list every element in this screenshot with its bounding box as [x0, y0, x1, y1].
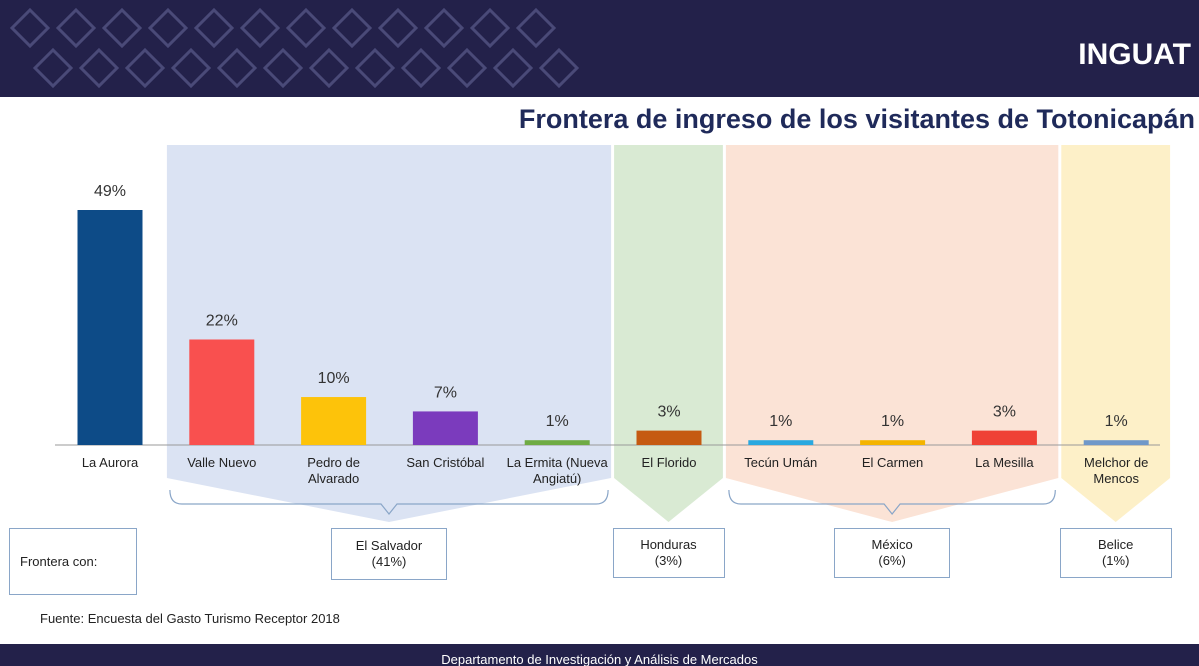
footer-bar: [0, 644, 1199, 666]
value-label: 1%: [546, 413, 569, 430]
group-bracket: [169, 489, 609, 515]
value-label: 3%: [657, 404, 680, 421]
pattern-diamond: [354, 47, 396, 89]
x-tick-label: El Florido: [641, 455, 697, 470]
group-box: Belice (1%): [1059, 528, 1172, 578]
pattern-diamond: [216, 47, 258, 89]
source: Fuente: Encuesta del Gasto Turismo Recep…: [40, 611, 340, 626]
group-name: México: [871, 537, 913, 552]
group-bracket: [728, 489, 1056, 515]
bar: [524, 440, 590, 445]
pattern-diamond: [308, 47, 350, 89]
value-label: 1%: [881, 413, 904, 430]
bar: [1083, 440, 1149, 445]
pattern-diamond: [492, 47, 534, 89]
pattern-diamond: [147, 7, 189, 49]
bar: [636, 430, 702, 445]
header-pattern: [9, 7, 580, 89]
bar: [77, 210, 143, 445]
group-box: El Salvador (41%): [331, 528, 447, 580]
chart-title: Frontera de ingreso de los visitantes de…: [518, 104, 1195, 134]
group-value: (6%): [878, 553, 906, 568]
footer-text: Departamento de Investigación y Análisis…: [441, 652, 758, 666]
logo: INGUAT: [1078, 38, 1191, 71]
pattern-diamond: [124, 47, 166, 89]
group-band: [166, 145, 612, 522]
x-tick-label: Tecún Umán: [744, 455, 818, 470]
group-name: Belice: [1097, 537, 1134, 552]
group-value: (1%): [1101, 553, 1130, 568]
value-label: 22%: [206, 312, 238, 329]
pattern-diamond: [423, 7, 465, 49]
pattern-diamond: [262, 47, 304, 89]
pattern-diamond: [469, 7, 511, 49]
bar: [189, 339, 255, 445]
pattern-diamond: [78, 47, 120, 89]
x-tick-label: San Cristóbal: [406, 455, 485, 470]
pattern-diamond: [101, 7, 143, 49]
pattern-diamond: [170, 47, 212, 89]
pattern-diamond: [285, 7, 327, 49]
x-tick-label: Pedro de Alvarado: [307, 455, 360, 486]
pattern-diamond: [32, 47, 74, 89]
bar: [301, 397, 367, 445]
group-band: [614, 145, 723, 522]
pattern-diamond: [538, 47, 580, 89]
x-tick-label: El Carmen: [861, 455, 924, 470]
value-label: 1%: [769, 413, 792, 430]
group-value: (41%): [371, 554, 407, 569]
value-label: 7%: [434, 384, 457, 401]
pattern-diamond: [55, 7, 97, 49]
pattern-diamond: [377, 7, 419, 49]
value-label: 3%: [993, 404, 1016, 421]
pattern-diamond: [239, 7, 281, 49]
value-label: 10%: [318, 370, 350, 387]
x-tick-label: Melchor de Mencos: [1084, 455, 1149, 486]
pattern-diamond: [331, 7, 373, 49]
group-band: [1061, 145, 1171, 522]
pattern-diamond: [9, 7, 51, 49]
x-tick-label: Valle Nuevo: [187, 455, 257, 470]
header-bar: [0, 0, 1199, 97]
bar: [860, 440, 926, 445]
pattern-diamond: [400, 47, 442, 89]
pattern-diamond: [193, 7, 235, 49]
value-label: 1%: [1105, 413, 1128, 430]
bar: [412, 411, 478, 445]
pattern-diamond: [515, 7, 557, 49]
value-label: 49%: [94, 183, 126, 200]
group-box: Honduras (3%): [612, 528, 725, 578]
group-caption: Frontera con:: [9, 528, 137, 595]
group-box: México (6%): [834, 528, 951, 578]
x-tick-label: La Ermita (Nueva Angiatú): [506, 455, 608, 486]
pattern-diamond: [446, 47, 488, 89]
group-band: [725, 145, 1059, 522]
x-tick-label: La Aurora: [81, 455, 139, 470]
bar: [971, 430, 1037, 445]
group-name: El Salvador: [355, 538, 423, 553]
group-name: Honduras: [640, 537, 697, 552]
bar: [748, 440, 814, 445]
x-tick-label: La Mesilla: [975, 455, 1034, 470]
group-value: (3%): [654, 553, 683, 568]
